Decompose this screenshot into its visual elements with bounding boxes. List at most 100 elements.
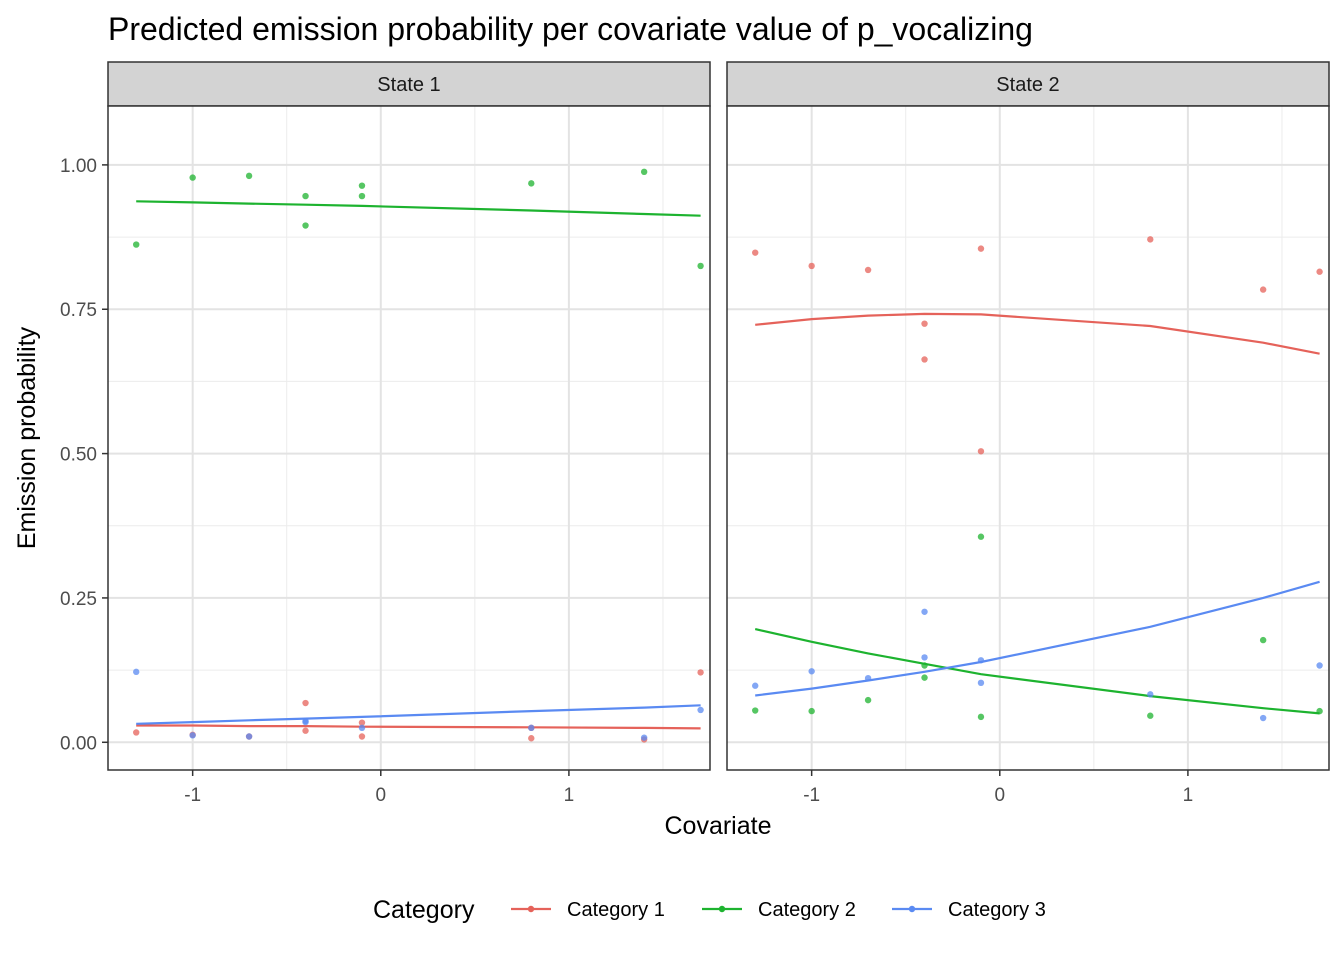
- data-point-category-1: [358, 719, 366, 726]
- data-point-category-3: [697, 706, 704, 714]
- data-point-category-1: [977, 448, 985, 455]
- x-tick-label: 1: [564, 785, 575, 806]
- plot-area-state-2: [727, 106, 1329, 770]
- data-point-category-2: [245, 172, 253, 180]
- data-point-category-1: [1147, 236, 1154, 243]
- y-tick-label: 1.00: [60, 156, 97, 177]
- data-point-category-3: [752, 682, 759, 689]
- data-point-category-2: [189, 174, 196, 181]
- series-line-category-1: [136, 724, 701, 730]
- legend: Category Category 1 Category 2 Category 3: [373, 896, 1046, 924]
- data-point-category-2: [358, 182, 366, 189]
- x-tick-label: -1: [803, 785, 820, 806]
- series-line-category-3: [755, 580, 1320, 697]
- data-point-category-3: [302, 718, 309, 726]
- y-axis-ticks: 0.00 0.25 0.50 0.75 1.00: [60, 156, 108, 754]
- data-point-category-1: [977, 245, 985, 252]
- data-point-category-2: [921, 674, 928, 681]
- legend-label: Category 2: [758, 899, 856, 921]
- x-tick-label: 0: [994, 785, 1005, 806]
- data-point-category-2: [977, 533, 985, 540]
- y-tick-label: 0.50: [60, 445, 97, 466]
- data-point-category-2: [640, 168, 648, 176]
- data-point-category-3: [808, 668, 815, 675]
- data-point-category-3: [977, 657, 985, 664]
- data-point-category-2: [358, 192, 366, 200]
- data-point-category-3: [640, 734, 648, 741]
- x-axis-title: Covariate: [665, 812, 772, 840]
- points-state-1: [133, 168, 704, 743]
- data-point-category-3: [864, 674, 872, 682]
- plot-area-state-1: [108, 106, 710, 770]
- data-point-category-2: [977, 713, 985, 721]
- data-point-category-2: [921, 662, 928, 669]
- data-point-category-2: [697, 262, 704, 270]
- data-point-category-3: [921, 654, 928, 661]
- plot-border-state-2: [726, 105, 1330, 771]
- y-axis-title: Emission probability: [13, 326, 41, 549]
- data-point-category-2: [302, 192, 309, 200]
- legend-label: Category 1: [567, 899, 665, 921]
- data-point-category-1: [697, 669, 704, 676]
- plot-border-state-1: [107, 105, 711, 771]
- data-point-category-1: [864, 266, 872, 274]
- legend-items: Category 1 Category 2 Category 3: [511, 899, 1046, 921]
- data-point-category-2: [864, 696, 872, 704]
- points-state-2: [752, 236, 1323, 722]
- data-point-category-1: [1316, 268, 1323, 275]
- data-point-category-3: [189, 732, 196, 739]
- data-point-category-2: [1147, 712, 1154, 719]
- panel-state-1: State 1 -1 0 1: [107, 61, 711, 806]
- chart-title: Predicted emission probability per covar…: [108, 11, 1033, 47]
- data-point-category-2: [1316, 707, 1323, 715]
- data-point-category-1: [302, 699, 309, 707]
- legend-item-category-1: Category 1: [511, 899, 665, 921]
- data-point-category-3: [133, 668, 140, 676]
- legend-label: Category 3: [948, 899, 1046, 921]
- data-point-category-2: [133, 241, 140, 248]
- data-point-category-3: [977, 679, 985, 687]
- strip-label-state-2: State 2: [996, 74, 1059, 96]
- legend-key-point: [527, 905, 535, 913]
- data-point-category-3: [245, 733, 253, 740]
- data-point-category-3: [1147, 691, 1154, 698]
- data-point-category-3: [1316, 662, 1323, 669]
- legend-item-category-2: Category 2: [702, 899, 856, 921]
- data-point-category-2: [1259, 636, 1267, 644]
- grid-state-1: [108, 106, 710, 770]
- data-point-category-1: [528, 735, 535, 742]
- data-point-category-1: [133, 729, 140, 736]
- data-point-category-3: [358, 724, 366, 732]
- y-tick-label: 0.00: [60, 733, 97, 754]
- legend-key-point: [908, 905, 916, 913]
- y-tick-label: 0.75: [60, 300, 97, 321]
- data-point-category-2: [302, 222, 309, 229]
- strip-background-state-1: [107, 61, 711, 107]
- data-point-category-2: [808, 707, 815, 715]
- x-ticks-state-1: -1 0 1: [184, 770, 574, 806]
- data-point-category-1: [921, 356, 928, 363]
- data-point-category-3: [921, 608, 928, 615]
- lines-state-2: [754, 312, 1320, 715]
- series-line-category-2: [136, 200, 701, 217]
- data-point-category-1: [752, 249, 759, 256]
- data-point-category-1: [302, 727, 309, 734]
- data-point-category-1: [358, 733, 366, 740]
- x-ticks-state-2: -1 0 1: [803, 770, 1193, 806]
- data-point-category-3: [1259, 714, 1267, 722]
- lines-state-1: [136, 200, 701, 730]
- series-line-category-3: [136, 704, 701, 725]
- panel-state-2: State 2 -1 0 1: [726, 61, 1330, 806]
- strip-label-state-1: State 1: [377, 74, 440, 96]
- x-tick-label: 1: [1183, 785, 1194, 806]
- data-point-category-1: [921, 320, 928, 327]
- legend-title: Category: [373, 896, 475, 924]
- legend-key-point: [718, 905, 726, 913]
- data-point-category-2: [528, 180, 535, 187]
- series-line-category-1: [755, 312, 1320, 355]
- x-tick-label: 0: [375, 785, 386, 806]
- series-line-category-2: [754, 628, 1320, 715]
- data-point-category-3: [528, 724, 535, 732]
- legend-item-category-3: Category 3: [892, 899, 1046, 921]
- y-tick-label: 0.25: [60, 589, 97, 610]
